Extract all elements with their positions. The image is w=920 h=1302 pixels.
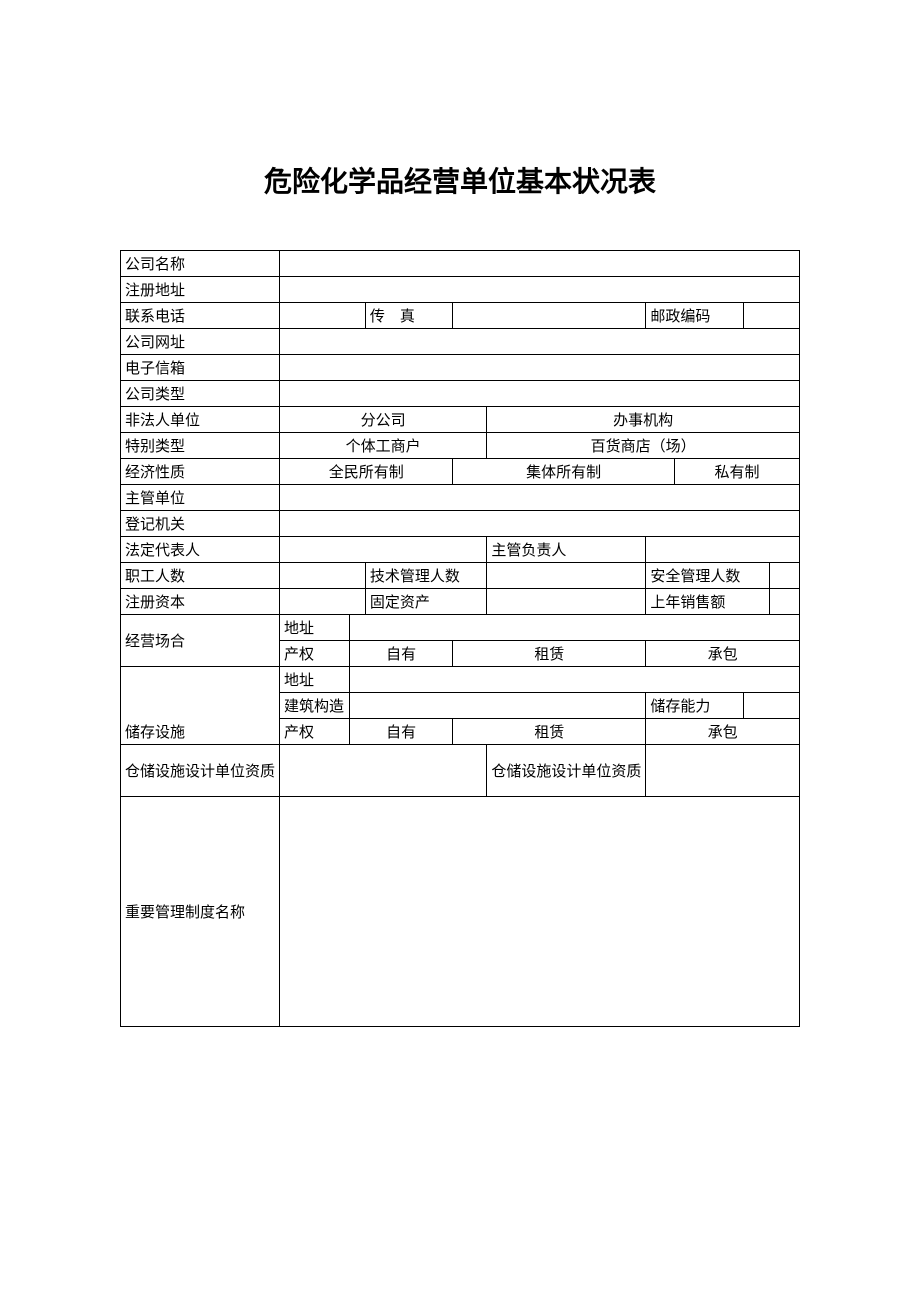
- value-safety-mgmt-count: [770, 563, 800, 589]
- value-last-year-sales: [770, 589, 800, 615]
- label-sf-address: 地址: [280, 667, 350, 693]
- value-warehouse-design-qual-1: [280, 745, 487, 797]
- option-individual: 个体工商户: [280, 433, 487, 459]
- value-email: [280, 355, 800, 381]
- label-email: 电子信箱: [121, 355, 280, 381]
- label-company-type: 公司类型: [121, 381, 280, 407]
- value-tech-mgmt-count: [487, 563, 646, 589]
- option-sf-self-owned: 自有: [349, 719, 452, 745]
- value-person-in-charge: [646, 537, 800, 563]
- label-supervisor-unit: 主管单位: [121, 485, 280, 511]
- value-reg-address: [280, 277, 800, 303]
- label-warehouse-design-qual-2: 仓储设施设计单位资质: [487, 745, 646, 797]
- option-bp-leased: 租赁: [453, 641, 646, 667]
- label-person-in-charge: 主管负责人: [487, 537, 646, 563]
- label-warehouse-design-qual-1: 仓储设施设计单位资质: [121, 745, 280, 797]
- label-fax: 传 真: [365, 303, 452, 329]
- option-bp-self-owned: 自有: [349, 641, 452, 667]
- label-storage-facility: 储存设施: [121, 667, 280, 745]
- value-warehouse-design-qual-2: [646, 745, 800, 797]
- value-storage-capacity: [743, 693, 800, 719]
- label-last-year-sales: 上年销售额: [646, 589, 770, 615]
- option-office: 办事机构: [487, 407, 800, 433]
- label-tech-mgmt-count: 技术管理人数: [365, 563, 486, 589]
- label-reg-authority: 登记机关: [121, 511, 280, 537]
- label-phone: 联系电话: [121, 303, 280, 329]
- value-fixed-assets: [487, 589, 646, 615]
- option-bp-contracted: 承包: [646, 641, 800, 667]
- value-building-structure: [349, 693, 645, 719]
- option-sf-leased: 租赁: [453, 719, 646, 745]
- label-employee-count: 职工人数: [121, 563, 280, 589]
- label-special-type: 特别类型: [121, 433, 280, 459]
- label-website: 公司网址: [121, 329, 280, 355]
- value-reg-capital: [280, 589, 366, 615]
- value-mgmt-system-name: [280, 797, 800, 1027]
- label-storage-capacity: 储存能力: [646, 693, 743, 719]
- value-phone: [280, 303, 366, 329]
- label-bp-property: 产权: [280, 641, 350, 667]
- option-branch: 分公司: [280, 407, 487, 433]
- label-fixed-assets: 固定资产: [365, 589, 486, 615]
- value-company-type: [280, 381, 800, 407]
- form-table: 公司名称 注册地址 联系电话 传 真 邮政编码 公司网址 电子信箱 公司类型 非…: [120, 250, 800, 1027]
- label-sf-property: 产权: [280, 719, 350, 745]
- value-bp-address: [349, 615, 799, 641]
- value-employee-count: [280, 563, 366, 589]
- label-non-legal-unit: 非法人单位: [121, 407, 280, 433]
- label-business-place: 经营场合: [121, 615, 280, 667]
- label-bp-address: 地址: [280, 615, 350, 641]
- option-private: 私有制: [674, 459, 799, 485]
- value-legal-rep: [280, 537, 487, 563]
- option-dept-store: 百货商店（场）: [487, 433, 800, 459]
- label-economic-nature: 经济性质: [121, 459, 280, 485]
- value-postal-code: [743, 303, 800, 329]
- label-mgmt-system-name: 重要管理制度名称: [121, 797, 280, 1027]
- option-collective: 集体所有制: [453, 459, 675, 485]
- option-state-owned: 全民所有制: [280, 459, 453, 485]
- label-legal-rep: 法定代表人: [121, 537, 280, 563]
- value-company-name: [280, 251, 800, 277]
- document-title: 危险化学品经营单位基本状况表: [120, 160, 800, 200]
- label-reg-address: 注册地址: [121, 277, 280, 303]
- label-company-name: 公司名称: [121, 251, 280, 277]
- value-supervisor-unit: [280, 485, 800, 511]
- value-sf-address: [349, 667, 799, 693]
- label-building-structure: 建筑构造: [280, 693, 350, 719]
- value-fax: [453, 303, 646, 329]
- label-reg-capital: 注册资本: [121, 589, 280, 615]
- value-reg-authority: [280, 511, 800, 537]
- option-sf-contracted: 承包: [646, 719, 800, 745]
- value-website: [280, 329, 800, 355]
- label-safety-mgmt-count: 安全管理人数: [646, 563, 770, 589]
- label-postal-code: 邮政编码: [646, 303, 743, 329]
